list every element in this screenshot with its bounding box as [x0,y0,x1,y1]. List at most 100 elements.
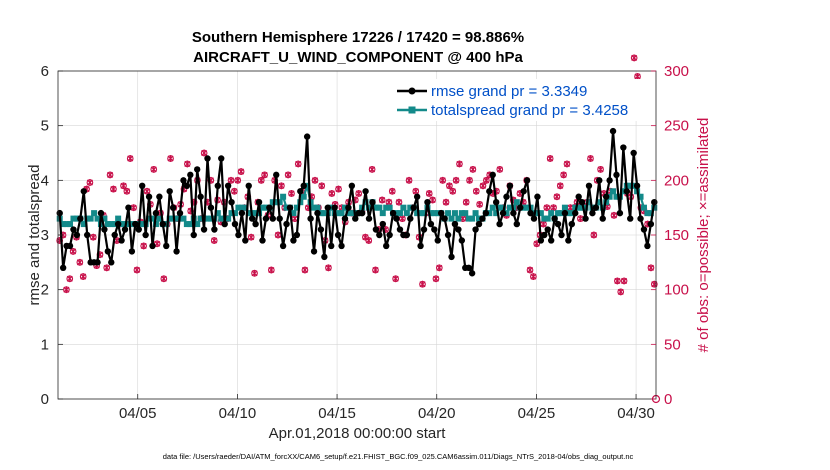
rmse-point [503,193,510,200]
rmse-point [365,215,373,222]
rmse-point [585,182,593,189]
totalspread-point [465,215,472,222]
rmse-point [156,193,163,200]
obs-assimilated-marker [557,182,564,190]
rmse-point [616,209,624,217]
obs-count-point [133,266,141,274]
totalspread-point [572,204,579,211]
obs-assimilated-marker [432,275,439,283]
obs-assimilated-marker [634,73,641,80]
obs-assimilated-marker [399,215,406,222]
totalspread-point [500,204,507,211]
x-tick-label: 04/05 [119,405,157,422]
totalspread-point [606,193,613,200]
rmse-point [468,270,476,277]
rmse-point [551,215,558,222]
obs-count-point [546,155,554,162]
rmse-point [424,199,431,206]
rmse-point [128,248,136,255]
totalspread-point [321,210,328,217]
totalspread-point [118,221,125,228]
rmse-point [307,215,314,222]
totalspread-point [70,215,77,222]
rmse-point [575,193,582,200]
rmse-point [255,199,263,206]
rmse-point [84,231,91,239]
rmse-point [114,220,122,228]
obs-count-point [120,182,127,190]
totalspread-point [207,215,214,222]
obs-count-point [388,187,396,195]
obs-count-point [257,176,265,184]
totalspread-point [273,199,280,206]
rmse-point [496,220,503,228]
totalspread-point [197,215,204,222]
rmse-point [290,237,297,244]
totalspread-point [386,204,393,211]
totalspread-point [496,204,503,211]
totalspread-point [276,199,283,206]
obs-count-point [335,185,342,193]
rmse-point [499,209,507,217]
obs-assimilated-marker [419,280,426,288]
rmse-point [163,242,170,250]
rmse-point [455,226,462,233]
obs-count-point [325,264,332,272]
totalspread-point [448,215,455,222]
obs-assimilated-marker [439,176,446,184]
obs-count-point [234,176,242,184]
obs-count-point [533,240,541,248]
rmse-point [338,242,345,250]
obs-count-point [432,275,440,283]
rmse-point [283,220,290,228]
rmse-point [279,242,287,250]
rmse-point [606,177,613,184]
rmse-point [173,248,180,255]
y-tick-label: 6 [41,63,49,80]
rmse-point [537,237,545,244]
rmse-point [97,209,105,217]
rmse-point [204,155,211,162]
totalspread-point [520,204,527,211]
obs-assimilated-marker [483,176,490,184]
x-tick-label: 04/25 [518,405,556,422]
obs-assimilated-marker [355,190,362,197]
obs-count-point [227,176,235,184]
obs-count-point [563,160,571,168]
rmse-point [420,226,428,233]
data-file-footer: data file: /Users/raeder/DAI/ATM_forcXX/… [163,452,634,461]
totalspread-point [194,221,201,228]
rmse-point [407,215,414,222]
rmse-point [200,226,208,233]
obs-assimilated-marker [587,155,594,162]
y-tick-label: 1 [41,336,49,353]
totalspread-point [163,221,170,228]
y-tick-label: 4 [41,172,49,189]
obs-count-point [419,280,426,288]
y-axis-right-label: # of obs: o=possible; ×=assimilated [695,118,712,353]
totalspread-point [166,215,173,222]
rmse-point [111,231,118,239]
obs-assimilated-marker [184,160,191,168]
obs-assimilated-marker [335,185,342,193]
totalspread-point [472,210,479,217]
rmse-point [534,193,541,200]
rmse-point [224,182,232,189]
rmse-point [70,226,77,233]
obs-count-point [425,190,433,197]
obs-count-point [620,277,628,285]
rmse-point [582,215,589,222]
rmse-point [633,182,641,189]
rmse-point [554,220,562,228]
obs-count-point [399,215,406,222]
obs-assimilated-marker [120,182,127,190]
rmse-point [121,226,129,233]
legend-box [390,79,652,121]
obs-count-point [385,198,393,206]
rmse-point [613,171,620,179]
totalspread-point [537,210,544,217]
obs-assimilated-marker [130,204,137,212]
obs-count-point [69,248,77,255]
obs-count-point [553,193,561,201]
obs-assimilated-marker [268,266,275,274]
